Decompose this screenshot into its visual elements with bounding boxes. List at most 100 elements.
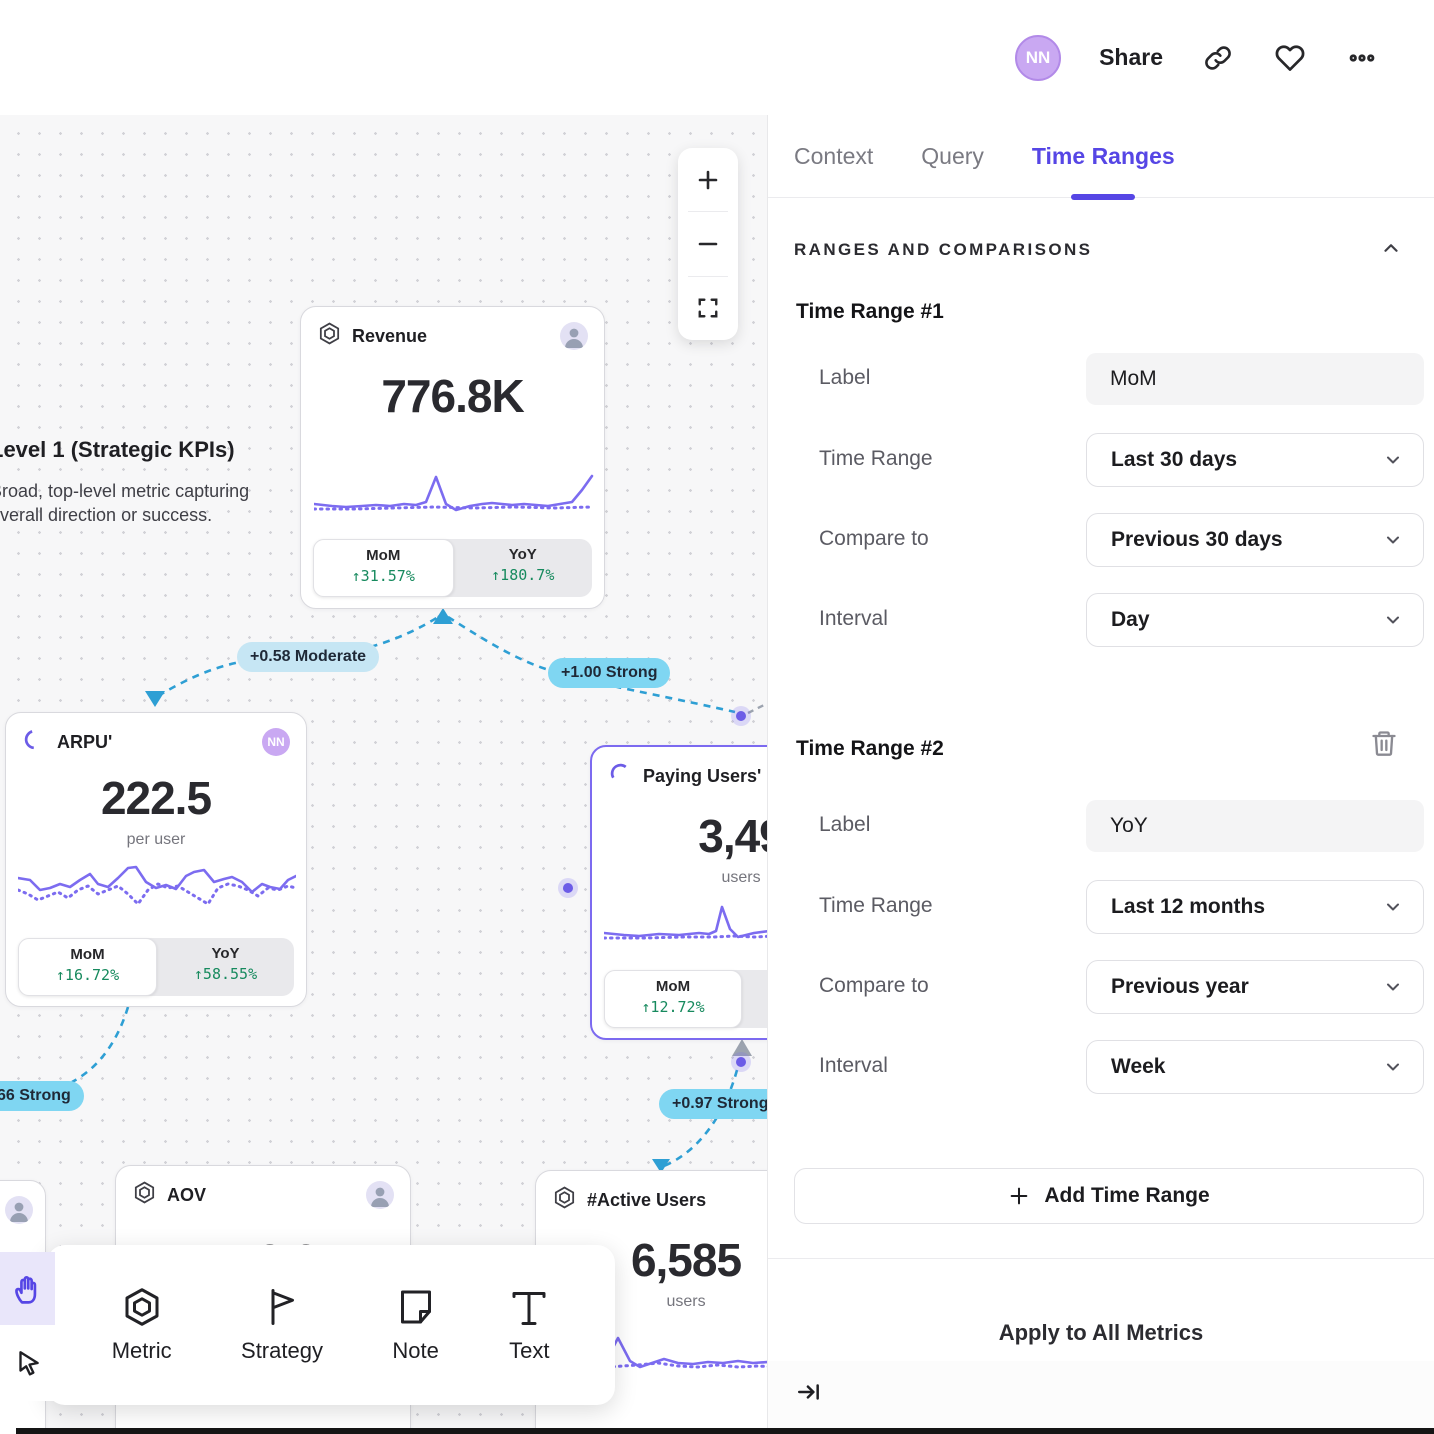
select-tool-button[interactable] (0, 1325, 55, 1401)
select-value: Previous 30 days (1111, 528, 1283, 551)
toggle-label: MoM (655, 978, 691, 995)
card-title: AOV (167, 1184, 207, 1205)
canvas-zoom-controls (678, 148, 738, 340)
apply-to-all-metrics-button[interactable]: Apply to All Metrics (768, 1305, 1434, 1360)
zoom-out-button[interactable] (678, 212, 738, 275)
time-range-select[interactable]: Last 12 months (1086, 880, 1424, 934)
toggle-yoy[interactable]: YoY ↑180.7% (454, 539, 593, 597)
toggle-value: ↑58.55% (193, 965, 258, 983)
owner-avatar-icon (560, 322, 588, 350)
delete-time-range-trash-icon[interactable] (1370, 729, 1398, 762)
annotation-title: Level 1 (Strategic KPIs) (0, 437, 235, 462)
toggle-value: ↑180.7% (491, 566, 555, 584)
revenue-sparkline (314, 474, 594, 512)
metric-hexagon-icon (553, 1186, 576, 1214)
metric-value: 776.8K (381, 370, 524, 422)
comparison-toggle: MoM ↑12.72% (604, 970, 767, 1028)
tool-label: Text (509, 1338, 550, 1363)
loading-spinner-icon (609, 762, 632, 790)
metric-value: 6,585 (630, 1234, 742, 1286)
add-metric-tool[interactable]: Metric (112, 1286, 172, 1364)
comparison-toggle: MoM ↑31.57% YoY ↑180.7% (313, 539, 592, 597)
tab-time-ranges[interactable]: Time Ranges (1032, 115, 1175, 197)
correlation-badge: +0.97 Strong (659, 1089, 767, 1119)
chevron-down-icon (1387, 903, 1399, 911)
toggle-mom[interactable]: MoM ↑31.57% (313, 539, 454, 597)
chevron-down-icon (1387, 536, 1399, 544)
connection-handle-dot (736, 711, 746, 721)
metric-value: 222.5 (100, 772, 212, 824)
add-text-tool[interactable]: Text (508, 1286, 550, 1364)
chevron-down-icon (1387, 456, 1399, 464)
add-time-range-button[interactable]: Add Time Range (794, 1168, 1424, 1224)
hand-tool-button[interactable] (0, 1252, 55, 1325)
metric-unit: per user (126, 831, 186, 848)
connection-handle-dot (563, 883, 573, 893)
toggle-mom[interactable]: MoM ↑12.72% (604, 970, 742, 1028)
card-title: #Active Users (587, 1189, 707, 1210)
toggle-label: MoM (70, 946, 105, 963)
field-label: Time Range (819, 447, 933, 470)
annotation-body: Broad, top-level metric capturing overal… (0, 481, 250, 525)
section-title: RANGES AND COMPARISONS (794, 240, 1093, 259)
field-label: Interval (819, 607, 888, 630)
chevron-down-icon (1387, 1063, 1399, 1071)
loading-spinner-icon (23, 728, 46, 756)
label-input[interactable]: MoM (1086, 353, 1424, 405)
toggle-label: YoY (508, 546, 537, 563)
chevron-down-icon (1387, 983, 1399, 991)
label-input[interactable]: YoY (1086, 800, 1424, 852)
settings-panel: Context Query Time Ranges RANGES AND COM… (767, 115, 1434, 1434)
tool-label: Note (392, 1338, 439, 1363)
interval-select[interactable]: Day (1086, 593, 1424, 647)
toggle-yoy[interactable] (742, 970, 767, 1028)
field-label: Interval (819, 1054, 888, 1077)
metric-card-arpu[interactable]: ARPU' NN 222.5 per user MoM ↑16.72% YoY … (5, 712, 307, 1007)
add-time-range-label: Add Time Range (1044, 1184, 1210, 1207)
correlation-badge: +1.00 Strong (548, 658, 671, 688)
select-value: Last 12 months (1111, 895, 1266, 918)
level-annotation: Level 1 (Strategic KPIs) Broad, top-leve… (0, 437, 260, 527)
copy-link-icon[interactable] (1201, 41, 1235, 75)
compare-to-select[interactable]: Previous year (1086, 960, 1424, 1014)
metric-card-paying-users[interactable]: Paying Users' 3,49 users MoM ↑12.72% (590, 745, 767, 1040)
field-label: Time Range (819, 894, 933, 917)
collapse-section-chevron-icon[interactable] (1380, 237, 1402, 264)
zoom-in-button[interactable] (678, 148, 738, 211)
correlation-badge: +0.58 Moderate (237, 642, 380, 672)
connection-handle-dot (736, 1057, 746, 1067)
share-button[interactable]: Share (1099, 44, 1163, 70)
collapse-panel-icon[interactable] (796, 1379, 822, 1410)
toggle-yoy[interactable]: YoY ↑58.55% (157, 938, 294, 996)
tab-context[interactable]: Context (794, 142, 874, 169)
toggle-value: ↑12.72% (641, 998, 705, 1016)
plus-icon (1011, 1187, 1028, 1205)
metric-unit: users (666, 1293, 706, 1310)
add-strategy-tool[interactable]: Strategy (241, 1286, 323, 1364)
comparison-toggle: MoM ↑16.72% YoY ↑58.55% (18, 938, 294, 996)
toggle-label: YoY (211, 945, 240, 962)
canvas-toolbar: Metric Strategy Note Text (47, 1245, 615, 1405)
panel-footer (768, 1361, 1434, 1434)
time-range-select[interactable]: Last 30 days (1086, 433, 1424, 487)
metric-hexagon-icon (318, 322, 341, 350)
window-bottom-edge (16, 1428, 1434, 1434)
interval-select[interactable]: Week (1086, 1040, 1424, 1094)
favorite-heart-icon[interactable] (1273, 41, 1307, 75)
tab-query[interactable]: Query (921, 142, 984, 169)
fit-view-button[interactable] (678, 277, 738, 340)
owner-avatar-icon (366, 1181, 394, 1209)
metric-card-revenue[interactable]: Revenue 776.8K MoM ↑31.57% YoY ↑180.7% (300, 306, 605, 609)
arrowhead-into-paying-users (732, 1039, 752, 1056)
field-label: Compare to (819, 527, 929, 550)
toggle-mom[interactable]: MoM ↑16.72% (18, 938, 157, 996)
correlation-badge: 66 Strong (0, 1081, 84, 1111)
panel-tabs: Context Query Time Ranges (768, 115, 1434, 198)
add-note-tool[interactable]: Note (392, 1286, 439, 1364)
chevron-down-icon (1387, 616, 1399, 624)
user-avatar[interactable]: NN (1015, 34, 1062, 81)
more-options-icon[interactable] (1345, 41, 1379, 75)
metric-tree-canvas[interactable]: +0.58 Moderate +1.00 Strong 66 Strong +0… (0, 115, 767, 1434)
compare-to-select[interactable]: Previous 30 days (1086, 513, 1424, 567)
